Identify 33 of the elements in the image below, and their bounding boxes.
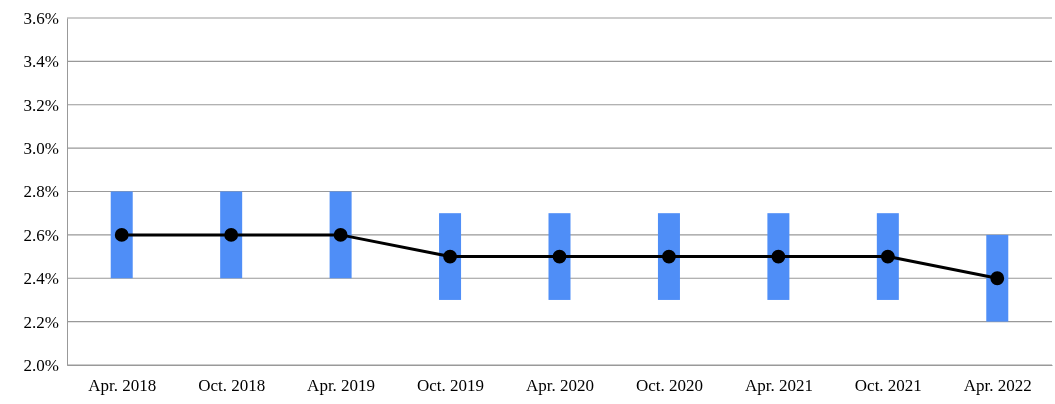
y-tick-label: 2.0% <box>23 355 59 375</box>
x-tick-label: Oct. 2018 <box>198 376 266 396</box>
y-tick-label: 2.6% <box>23 225 59 245</box>
x-tick-label: Oct. 2021 <box>854 376 922 396</box>
x-tick-label: Apr. 2021 <box>744 376 813 396</box>
point <box>880 249 895 264</box>
point <box>333 227 348 242</box>
bar <box>986 234 1009 322</box>
y-tick-label: 3.6% <box>23 8 59 28</box>
bar <box>439 213 462 300</box>
y-tick-label: 2.8% <box>23 182 59 202</box>
bar <box>876 213 899 300</box>
y-tick-label: 3.2% <box>23 95 59 115</box>
x-tick-label: Apr. 2022 <box>963 376 1032 396</box>
point <box>114 227 129 242</box>
y-tick-label: 2.2% <box>23 312 59 332</box>
y-tick-label: 2.4% <box>23 269 59 289</box>
point <box>552 249 567 264</box>
point <box>990 271 1005 286</box>
y-tick-label: 3.0% <box>23 139 59 159</box>
bar <box>220 191 243 279</box>
bar <box>110 191 133 279</box>
x-tick-label: Apr. 2020 <box>526 376 594 396</box>
x-tick-label: Apr. 2018 <box>88 376 157 396</box>
bar <box>329 191 352 279</box>
x-tick-label: Oct. 2020 <box>635 376 703 396</box>
point <box>443 249 457 264</box>
x-tick-label: Oct. 2019 <box>417 376 485 396</box>
x-tick-label: Apr. 2019 <box>307 376 376 396</box>
y-tick-label: 3.4% <box>23 52 59 72</box>
point <box>771 249 786 264</box>
point <box>224 227 239 242</box>
point <box>662 249 676 264</box>
